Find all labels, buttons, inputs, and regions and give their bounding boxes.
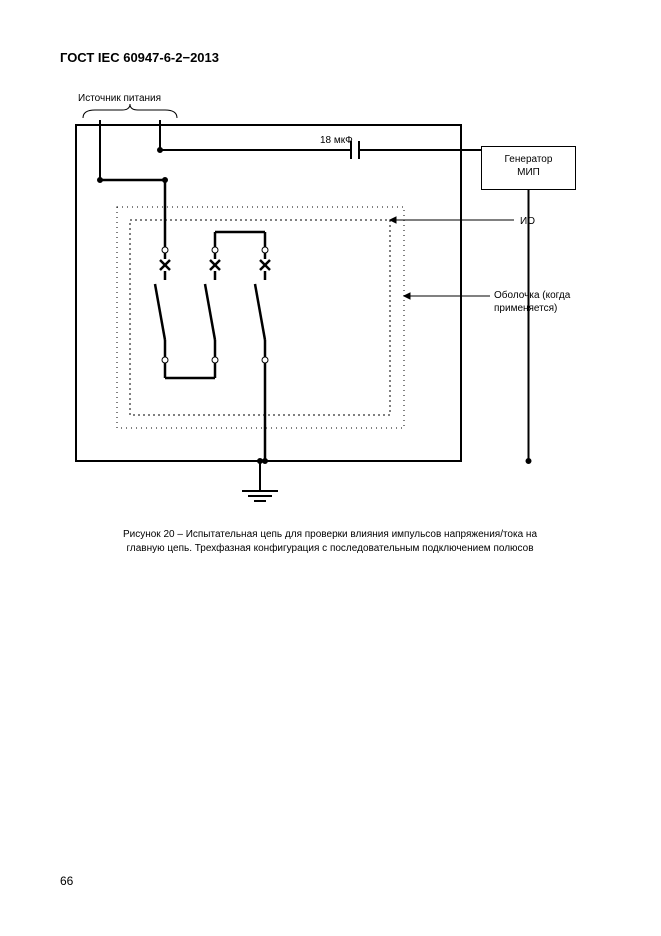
circuit-diagram — [0, 0, 661, 936]
page: ГОСТ IEC 60947-6-2−2013 Источник питания… — [0, 0, 661, 936]
